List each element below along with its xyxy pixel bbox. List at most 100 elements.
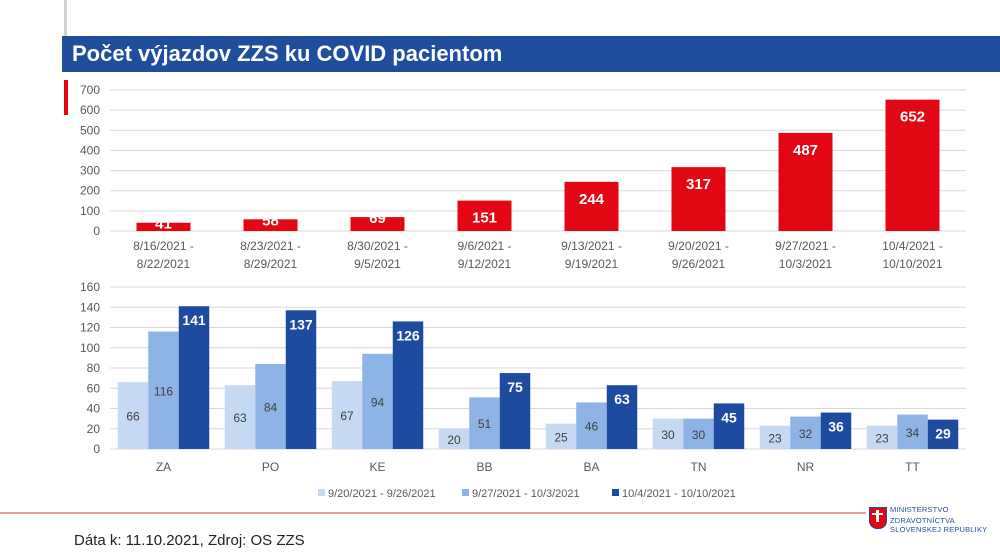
x-tick-label: BB <box>476 460 492 474</box>
footer-divider <box>0 512 1000 514</box>
bar-3 <box>606 385 638 449</box>
bar-1 <box>438 428 470 449</box>
data-label: 652 <box>900 109 925 126</box>
data-label: 34 <box>906 426 920 440</box>
y-tick-label: 100 <box>80 341 100 355</box>
x-tick-label: 9/6/2021 - <box>457 239 511 253</box>
legend-label: 9/20/2021 - 9/26/2021 <box>328 488 436 500</box>
bar-1 <box>652 418 684 449</box>
bar-1 <box>759 425 791 449</box>
y-tick-label: 0 <box>93 224 100 238</box>
data-label: 41 <box>155 216 172 233</box>
logo-line3: SLOVENSKEJ REPUBLIKY <box>890 525 988 534</box>
ministry-logo: MINISTERSTVO ZDRAVOTNÍCTVA SLOVENSKEJ RE… <box>866 505 1000 537</box>
data-label: 23 <box>768 431 782 445</box>
data-label: 30 <box>692 428 706 442</box>
x-tick-label: TT <box>905 460 920 474</box>
bar <box>778 132 833 231</box>
legend-label: 10/4/2021 - 10/10/2021 <box>622 488 736 500</box>
x-tick-label: 8/30/2021 - <box>347 239 408 253</box>
legend-swatch <box>462 489 469 496</box>
y-tick-label: 500 <box>80 123 100 137</box>
bar-3 <box>392 321 424 449</box>
data-label: 141 <box>182 312 206 328</box>
bar-3 <box>820 412 852 449</box>
x-tick-label: 8/23/2021 - <box>240 239 301 253</box>
data-label: 29 <box>935 426 951 442</box>
data-label: 25 <box>554 430 568 444</box>
x-tick-label: 10/10/2021 <box>882 257 942 271</box>
y-tick-label: 160 <box>80 280 100 294</box>
bar-2 <box>897 414 928 449</box>
x-tick-label: 10/4/2021 - <box>882 239 943 253</box>
bar-2 <box>362 353 393 449</box>
data-label: 317 <box>686 176 711 193</box>
x-tick-label: 8/29/2021 <box>244 257 298 271</box>
bar <box>671 167 726 231</box>
data-label: 51 <box>478 417 492 431</box>
bar-2 <box>255 363 286 449</box>
bar-1 <box>545 423 577 449</box>
x-tick-label: 10/3/2021 <box>779 257 833 271</box>
bar-3 <box>499 373 531 449</box>
red-accent <box>64 80 68 115</box>
data-label: 75 <box>507 379 523 395</box>
bar-3 <box>927 419 959 449</box>
bar-1 <box>866 425 898 449</box>
legend-swatch <box>318 489 325 496</box>
logo-line1: MINISTERSTVO <box>890 505 949 514</box>
cross-bar <box>872 513 883 515</box>
data-label: 58 <box>262 212 279 229</box>
y-tick-label: 60 <box>87 381 101 395</box>
bar <box>136 222 191 231</box>
data-label: 67 <box>340 409 354 423</box>
logo-line2: ZDRAVOTNÍCTVA <box>890 516 955 525</box>
data-label: 126 <box>396 327 420 343</box>
x-tick-label: 9/27/2021 - <box>775 239 836 253</box>
x-tick-label: KE <box>369 460 385 474</box>
bar-2 <box>683 418 714 449</box>
x-tick-label: 9/26/2021 <box>672 257 726 271</box>
data-label: 23 <box>875 431 889 445</box>
x-tick-label: ZA <box>156 460 171 474</box>
bar-2 <box>148 331 179 449</box>
bar-3 <box>285 310 317 449</box>
y-tick-label: 120 <box>80 321 100 335</box>
x-tick-label: PO <box>262 460 279 474</box>
y-tick-label: 140 <box>80 300 100 314</box>
x-tick-label: TN <box>691 460 707 474</box>
x-tick-label: 8/16/2021 - <box>133 239 194 253</box>
y-tick-label: 600 <box>80 103 100 117</box>
y-tick-label: 400 <box>80 143 100 157</box>
bar <box>885 99 940 231</box>
data-label: 244 <box>579 191 605 208</box>
data-label: 20 <box>447 433 461 447</box>
bar-3 <box>178 306 210 449</box>
data-label: 36 <box>828 419 844 435</box>
y-tick-label: 0 <box>93 442 100 456</box>
data-label: 32 <box>799 427 813 441</box>
bar-3 <box>713 403 745 449</box>
footer-source: Dáta k: 11.10.2021, Zdroj: OS ZZS <box>74 532 305 549</box>
page-title: Počet výjazdov ZZS ku COVID pacientom <box>72 41 503 66</box>
data-label: 84 <box>264 400 278 414</box>
bar <box>457 200 512 231</box>
x-tick-label: 9/13/2021 - <box>561 239 622 253</box>
bar-2 <box>576 402 607 449</box>
data-label: 487 <box>793 142 818 159</box>
data-label: 63 <box>614 391 630 407</box>
bar-1 <box>117 382 149 449</box>
data-label: 46 <box>585 420 599 434</box>
data-label: 151 <box>472 210 497 227</box>
data-label: 30 <box>661 428 675 442</box>
data-label: 63 <box>233 411 247 425</box>
bar-2 <box>790 416 821 449</box>
x-tick-label: 9/20/2021 - <box>668 239 729 253</box>
data-label: 45 <box>721 409 737 425</box>
bar <box>243 219 298 231</box>
x-tick-label: 9/5/2021 <box>354 257 401 271</box>
bar-1 <box>331 381 363 449</box>
decorative-line <box>64 0 67 36</box>
y-tick-label: 700 <box>80 83 100 97</box>
cross-icon <box>876 510 879 522</box>
